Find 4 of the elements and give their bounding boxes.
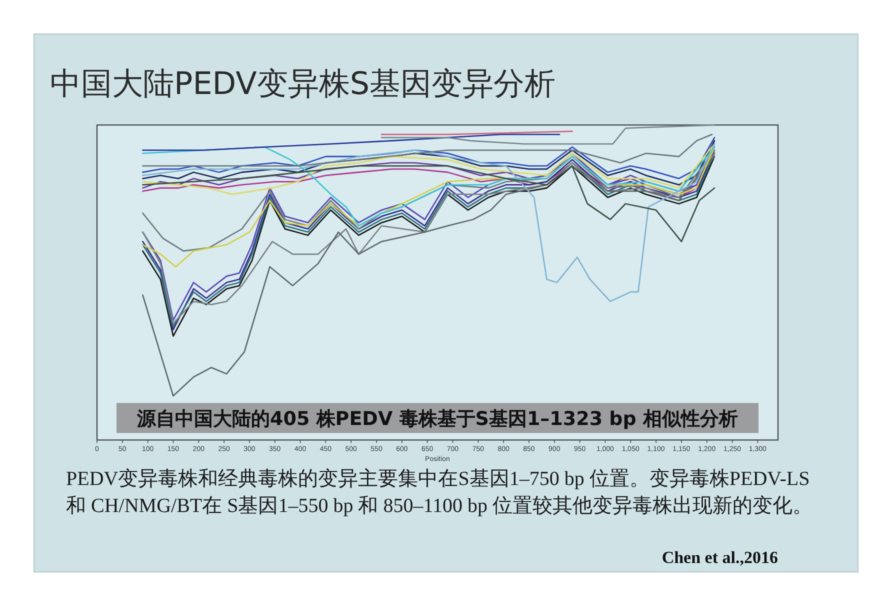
text: PEDV变异毒株和经典毒株的变异主要集中在S基因1–750 bp 位置。变异毒株PEDV-LS 和 CH/NMG/BT在 S基因1–550 bp 和 850–1100 bp 位置较其他变异毒株出现新的变化。 [66, 467, 814, 519]
annotation: 源自中国大陆的405 株PEDV 毒株基于S基因1–1323 bp 相似性分析 [136, 408, 738, 430]
chart-title: 中国大陆PEDV变异株S基因变异分析 [50, 66, 556, 102]
text: Chen et al.,2016 [662, 548, 778, 567]
